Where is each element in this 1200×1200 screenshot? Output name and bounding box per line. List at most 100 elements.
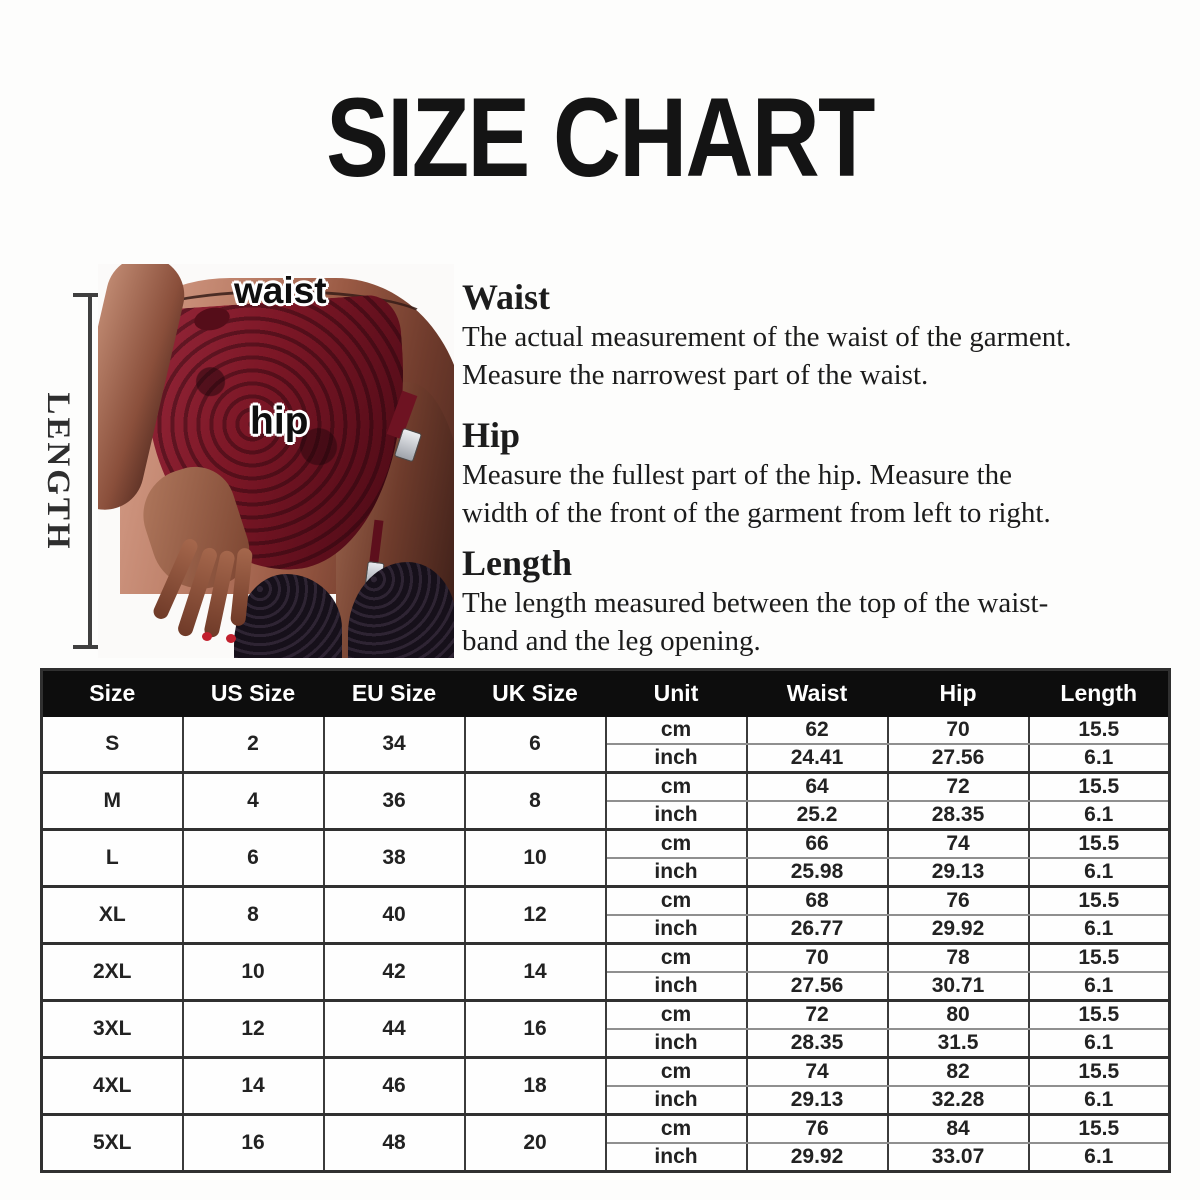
cell-length-cm: 15.5	[1027, 1056, 1171, 1087]
length-arrow-bottom-cap	[73, 645, 107, 649]
column-header-waist: Waist	[745, 668, 889, 717]
cell-eu: 48	[322, 1113, 466, 1173]
cell-size: 2XL	[40, 942, 184, 1002]
cell-hip-cm: 84	[886, 1113, 1030, 1144]
size-table-body: S 2 34 6 cm 62 70 15.5 inch 24.41 27.56 6.1 M 4 36 8 cm 6…	[40, 715, 1171, 1173]
cell-us: 16	[181, 1113, 325, 1173]
cell-size: XL	[40, 885, 184, 945]
cell-waist-cm: 74	[745, 1056, 889, 1087]
cell-uk: 16	[463, 999, 607, 1059]
cell-waist-cm: 64	[745, 771, 889, 802]
cell-unit-cm: cm	[604, 771, 748, 802]
length-description-heading: Length	[462, 543, 573, 583]
cell-unit-inch: inch	[604, 743, 748, 774]
cell-length-inch: 6.1	[1027, 743, 1171, 774]
page-title: SIZE CHART	[326, 75, 875, 200]
length-description-section: Length The length measured between the t…	[462, 542, 1170, 660]
cell-hip-inch: 30.71	[886, 971, 1030, 1002]
measurement-descriptions: Waist The actual measurement of the wais…	[462, 276, 1170, 660]
waist-description-section: Waist The actual measurement of the wais…	[462, 276, 1170, 394]
cell-unit-inch: inch	[604, 1028, 748, 1059]
column-header-uk-size: UK Size	[463, 668, 607, 717]
cell-waist-cm: 70	[745, 942, 889, 973]
cell-uk: 8	[463, 771, 607, 831]
cell-length-cm: 15.5	[1027, 885, 1171, 916]
cell-uk: 20	[463, 1113, 607, 1173]
cell-length-inch: 6.1	[1027, 1142, 1171, 1173]
column-header-unit: Unit	[604, 668, 748, 717]
cell-waist-inch: 29.13	[745, 1085, 889, 1116]
model-photo: waist hip	[98, 264, 454, 658]
size-row-XL-cm: XL 8 40 12 cm 68 76 15.5	[40, 885, 1171, 945]
cell-length-inch: 6.1	[1027, 1085, 1171, 1116]
cell-unit-cm: cm	[604, 885, 748, 916]
cell-us: 10	[181, 942, 325, 1002]
cell-unit-cm: cm	[604, 715, 748, 745]
cell-length-inch: 6.1	[1027, 971, 1171, 1002]
cell-eu: 44	[322, 999, 466, 1059]
cell-length-cm: 15.5	[1027, 1113, 1171, 1144]
size-row-M-inch: inch 25.2 28.35 6.1	[42, 800, 1171, 831]
cell-waist-cm: 62	[745, 715, 889, 745]
cell-us: 2	[181, 715, 325, 774]
cell-us: 8	[181, 885, 325, 945]
cell-hip-cm: 78	[886, 942, 1030, 973]
cell-waist-cm: 76	[745, 1113, 889, 1144]
cell-waist-inch: 28.35	[745, 1028, 889, 1059]
hip-callout-label: hip	[250, 400, 309, 443]
size-row-4XL-inch: inch 29.13 32.28 6.1	[42, 1085, 1171, 1116]
cell-waist-cm: 68	[745, 885, 889, 916]
cell-us: 12	[181, 999, 325, 1059]
cell-waist-inch: 25.2	[745, 800, 889, 831]
cell-length-cm: 15.5	[1027, 715, 1171, 745]
cell-waist-inch: 26.77	[745, 914, 889, 945]
waist-callout-label: waist	[234, 270, 327, 311]
size-row-5XL-inch: inch 29.92 33.07 6.1	[42, 1142, 1171, 1173]
length-axis-label: LENGTH	[40, 392, 76, 552]
cell-hip-inch: 29.13	[886, 857, 1030, 888]
size-row-2XL-cm: 2XL 10 42 14 cm 70 78 15.5	[40, 942, 1171, 1002]
size-table-header-row: Size US Size EU Size UK Size Unit Waist Hip Len…	[40, 668, 1171, 717]
cell-uk: 12	[463, 885, 607, 945]
cell-eu: 46	[322, 1056, 466, 1116]
cell-hip-cm: 80	[886, 999, 1030, 1030]
length-arrow-line	[88, 295, 92, 647]
waist-cord-line	[124, 290, 436, 360]
cell-hip-cm: 82	[886, 1056, 1030, 1087]
column-header-eu-size: EU Size	[322, 668, 466, 717]
cell-size: 3XL	[40, 999, 184, 1059]
cell-unit-cm: cm	[604, 828, 748, 859]
cell-length-inch: 6.1	[1027, 914, 1171, 945]
cell-hip-inch: 29.92	[886, 914, 1030, 945]
cell-length-cm: 15.5	[1027, 942, 1171, 973]
fingernail	[226, 634, 236, 643]
cell-length-cm: 15.5	[1027, 771, 1171, 802]
hip-description-line: width of the front of the garment from l…	[462, 497, 1051, 529]
size-table: Size US Size EU Size UK Size Unit Waist Hip Len…	[40, 668, 1171, 1173]
cell-unit-inch: inch	[604, 1142, 748, 1173]
cell-size: S	[40, 715, 184, 774]
cell-waist-inch: 24.41	[745, 743, 889, 774]
column-header-us-size: US Size	[181, 668, 325, 717]
cell-size: L	[40, 828, 184, 888]
column-header-length: Length	[1027, 668, 1171, 717]
length-description-line: band and the leg opening.	[462, 625, 761, 657]
cell-unit-cm: cm	[604, 1113, 748, 1144]
cell-hip-cm: 70	[886, 715, 1030, 745]
cell-size: M	[40, 771, 184, 831]
size-row-L-inch: inch 25.98 29.13 6.1	[42, 857, 1171, 888]
cell-hip-inch: 27.56	[886, 743, 1030, 774]
cell-unit-cm: cm	[604, 1056, 748, 1087]
cell-unit-inch: inch	[604, 1085, 748, 1116]
size-row-M-cm: M 4 36 8 cm 64 72 15.5	[40, 771, 1171, 831]
size-row-S-inch: inch 24.41 27.56 6.1	[42, 743, 1171, 774]
column-header-size: Size	[40, 668, 184, 717]
cell-waist-inch: 29.92	[745, 1142, 889, 1173]
cell-unit-inch: inch	[604, 857, 748, 888]
cell-eu: 38	[322, 828, 466, 888]
cell-hip-inch: 28.35	[886, 800, 1030, 831]
cell-size: 4XL	[40, 1056, 184, 1116]
size-row-L-cm: L 6 38 10 cm 66 74 15.5	[40, 828, 1171, 888]
cell-length-cm: 15.5	[1027, 999, 1171, 1030]
